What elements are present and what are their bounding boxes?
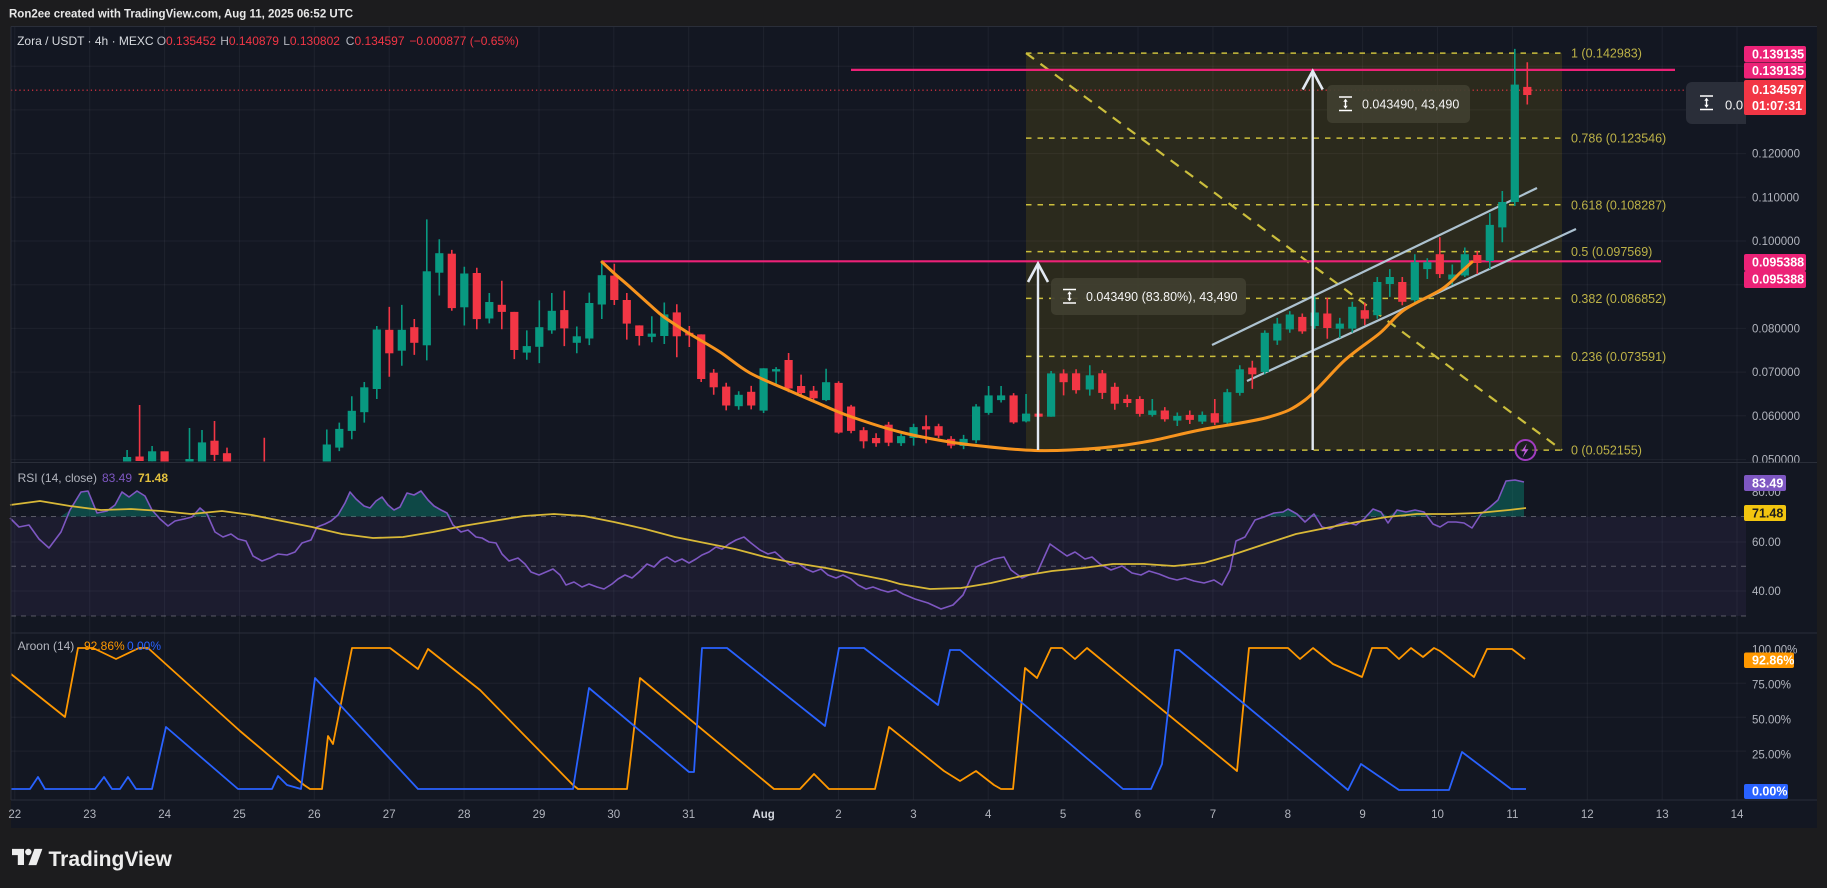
svg-text:0.786 (0.123546): 0.786 (0.123546) xyxy=(1571,132,1666,146)
svg-text:75.00%: 75.00% xyxy=(1752,679,1791,691)
svg-text:0.110000: 0.110000 xyxy=(1752,192,1799,204)
svg-text:23: 23 xyxy=(83,809,96,821)
svg-text:13: 13 xyxy=(1656,809,1669,821)
svg-text:5: 5 xyxy=(1060,809,1066,821)
svg-text:0.120000: 0.120000 xyxy=(1752,149,1800,161)
svg-text:0.139135: 0.139135 xyxy=(1752,64,1804,78)
svg-text:Aug: Aug xyxy=(752,809,774,821)
svg-text:83.49: 83.49 xyxy=(1752,477,1783,491)
svg-text:25.00%: 25.00% xyxy=(1752,749,1791,761)
svg-text:RSI (14, close) 83.49 71.48: RSI (14, close) 83.49 71.48 xyxy=(18,471,169,485)
svg-text:24: 24 xyxy=(158,809,171,821)
svg-text:6: 6 xyxy=(1135,809,1141,821)
svg-text:10: 10 xyxy=(1431,809,1444,821)
svg-text:40.00: 40.00 xyxy=(1752,586,1781,598)
svg-text:Ron2ee created with TradingVie: Ron2ee created with TradingView.com, Aug… xyxy=(9,9,353,21)
svg-text:50.00%: 50.00% xyxy=(1752,714,1791,726)
svg-text:0.618 (0.108287): 0.618 (0.108287) xyxy=(1571,198,1666,212)
svg-text:0.139135: 0.139135 xyxy=(1752,48,1804,62)
svg-text:Aroon (14) 92.86% 0.00%: Aroon (14) 92.86% 0.00% xyxy=(18,639,162,653)
svg-text:1 (0.142983): 1 (0.142983) xyxy=(1571,47,1642,61)
svg-text:0.043490, 43,490: 0.043490, 43,490 xyxy=(1362,98,1459,112)
svg-text:60.00: 60.00 xyxy=(1752,537,1781,549)
svg-text:0.100000: 0.100000 xyxy=(1752,236,1800,248)
svg-text:71.48: 71.48 xyxy=(1752,507,1783,521)
svg-text:28: 28 xyxy=(458,809,471,821)
svg-text:3: 3 xyxy=(910,809,916,821)
svg-text:0.043490 (83.80%), 43,490: 0.043490 (83.80%), 43,490 xyxy=(1086,290,1238,304)
svg-text:8: 8 xyxy=(1285,809,1291,821)
svg-text:0.070000: 0.070000 xyxy=(1752,367,1800,379)
svg-text:0.5 (0.097569): 0.5 (0.097569) xyxy=(1571,245,1652,259)
svg-text:14: 14 xyxy=(1731,809,1744,821)
svg-text:27: 27 xyxy=(383,809,396,821)
svg-text:26: 26 xyxy=(308,809,321,821)
svg-text:0.060000: 0.060000 xyxy=(1752,411,1800,423)
svg-text:0.236 (0.073591): 0.236 (0.073591) xyxy=(1571,350,1666,364)
svg-text:22: 22 xyxy=(8,809,21,821)
svg-text:12: 12 xyxy=(1581,809,1594,821)
svg-text:31: 31 xyxy=(682,809,695,821)
svg-text:9: 9 xyxy=(1359,809,1365,821)
svg-text:0.080000: 0.080000 xyxy=(1752,323,1800,335)
svg-text:0.134597: 0.134597 xyxy=(1752,83,1804,97)
svg-text:0 (0.052155): 0 (0.052155) xyxy=(1571,444,1642,458)
svg-text:TradingView: TradingView xyxy=(49,848,173,871)
svg-text:25: 25 xyxy=(233,809,246,821)
svg-text:2: 2 xyxy=(835,809,841,821)
svg-text:11: 11 xyxy=(1506,809,1518,821)
svg-text:0.00%: 0.00% xyxy=(1752,785,1787,799)
svg-text:01:07:31: 01:07:31 xyxy=(1752,99,1802,113)
svg-text:30: 30 xyxy=(607,809,620,821)
svg-text:0.095388: 0.095388 xyxy=(1752,273,1804,287)
svg-text:4: 4 xyxy=(985,809,992,821)
svg-text:29: 29 xyxy=(533,809,546,821)
svg-text:0.382 (0.086852): 0.382 (0.086852) xyxy=(1571,292,1666,306)
svg-text:0.0: 0.0 xyxy=(1725,98,1743,113)
svg-text:0.095388: 0.095388 xyxy=(1752,256,1804,270)
svg-text:92.86%: 92.86% xyxy=(1752,654,1794,668)
svg-text:0.050000: 0.050000 xyxy=(1752,455,1800,467)
svg-text:7: 7 xyxy=(1210,809,1216,821)
